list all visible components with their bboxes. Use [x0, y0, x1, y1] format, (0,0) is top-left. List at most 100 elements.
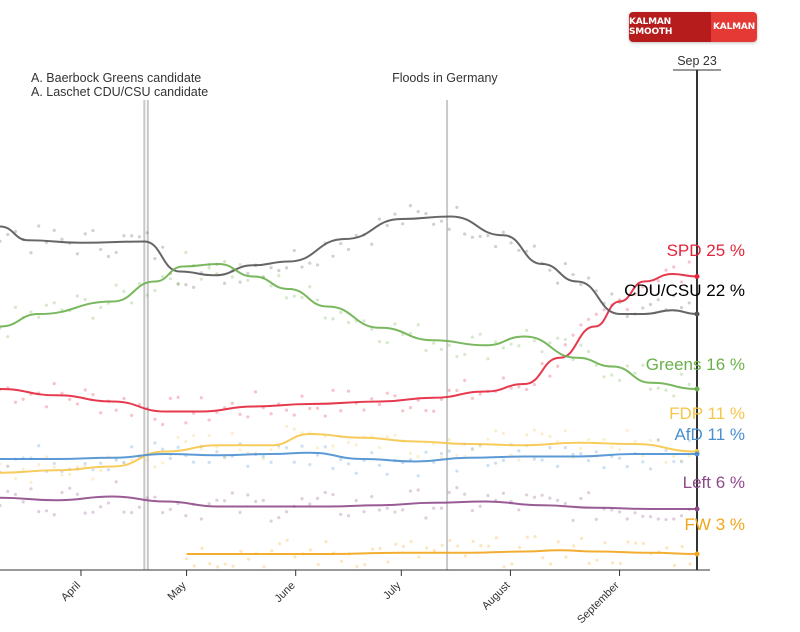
poll-dot [517, 545, 522, 550]
poll-dot [679, 305, 684, 310]
poll-dot [416, 398, 420, 402]
poll-dot [579, 343, 583, 347]
poll-dot [664, 448, 668, 452]
poll-dot [99, 411, 103, 415]
poll-dot [478, 444, 482, 448]
poll-dot [664, 268, 668, 272]
poll-dot [586, 437, 591, 442]
poll-dot [556, 281, 560, 285]
kalman-option[interactable]: KALMAN [711, 12, 757, 42]
poll-dot [541, 556, 545, 560]
poll-dot [215, 450, 219, 454]
poll-dot [52, 513, 56, 517]
poll-dot [0, 239, 2, 243]
poll-dot [556, 540, 560, 544]
poll-dot [29, 251, 33, 255]
poll-dot [656, 517, 660, 521]
poll-dot [37, 444, 41, 448]
poll-dot [610, 508, 614, 512]
poll-dot [362, 408, 366, 412]
poll-dot [532, 382, 536, 387]
series-end-dot-left [694, 506, 700, 512]
poll-dot [176, 435, 180, 439]
poll-dot [688, 562, 692, 566]
poll-dot [533, 535, 537, 539]
poll-dot [122, 234, 126, 238]
poll-dot [556, 364, 560, 368]
poll-dot [99, 305, 103, 310]
poll-dot [463, 352, 467, 357]
poll-dot [447, 437, 451, 442]
poll-dot [641, 285, 645, 289]
poll-dot [377, 463, 382, 467]
poll-dot [114, 458, 118, 462]
poll-dot [161, 245, 165, 249]
poll-dot [617, 510, 622, 514]
poll-dot [269, 266, 273, 270]
x-tick-label-june: June [272, 580, 297, 605]
poll-dot [656, 298, 660, 302]
event-label: Floods in Germany [392, 71, 498, 85]
poll-dot [424, 211, 428, 216]
poll-dot [385, 472, 389, 476]
poll-dot [230, 491, 234, 495]
poll-dot [633, 511, 637, 515]
poll-dot [75, 492, 80, 496]
poll-dot [564, 555, 568, 559]
series-line-fw [186, 549, 698, 555]
poll-dot [68, 486, 72, 490]
poll-dot [161, 447, 165, 451]
poll-dot [83, 461, 87, 466]
poll-dot [215, 445, 219, 449]
poll-dot [463, 378, 467, 382]
poll-dot [207, 502, 211, 506]
poll-dot [199, 447, 203, 451]
poll-dot [378, 546, 382, 551]
poll-dot [470, 396, 475, 400]
poll-dot [192, 460, 196, 464]
poll-dot [517, 508, 521, 512]
poll-dot [478, 332, 482, 336]
poll-dot [75, 294, 80, 298]
poll-dot [386, 560, 390, 564]
poll-dot [75, 402, 80, 406]
poll-dot [68, 472, 72, 476]
poll-dot [284, 446, 289, 450]
poll-dot [370, 397, 374, 401]
poll-dot [215, 498, 219, 502]
poll-dot [246, 493, 250, 497]
poll-dot [284, 424, 289, 429]
poll-dot [0, 503, 2, 508]
poll-dot [579, 446, 583, 451]
poll-dot [161, 511, 165, 515]
poll-dot [556, 464, 560, 468]
poll-dot [470, 335, 475, 339]
poll-dot [346, 320, 351, 325]
poll-dot [323, 445, 327, 449]
poll-dot [13, 229, 18, 234]
poll-dot [153, 495, 157, 499]
poll-dot [594, 312, 598, 316]
poll-dot [13, 400, 18, 404]
poll-dot [656, 439, 660, 443]
kalman-smooth-option[interactable]: KALMAN SMOOTH [629, 12, 711, 42]
poll-dot [494, 245, 498, 249]
series-line-cdu-csu [0, 215, 698, 315]
poll-dot [308, 285, 312, 289]
poll-dot [130, 511, 134, 515]
poll-dot [672, 265, 676, 269]
poll-dot [540, 350, 544, 354]
poll-dot [176, 282, 180, 286]
series-name-fdp: FDP [669, 404, 707, 423]
poll-dot [665, 546, 669, 550]
current-date-label: Sep 23 [677, 54, 717, 68]
poll-dot [556, 439, 560, 444]
poll-dot [517, 458, 521, 462]
smoothing-toggle[interactable]: KALMAN SMOOTH KALMAN [629, 12, 757, 42]
poll-dot [680, 545, 684, 549]
poll-dot [401, 409, 405, 413]
poll-dot [0, 462, 2, 466]
series-line-greens [0, 262, 698, 390]
poll-dot [532, 244, 536, 248]
poll-dot [377, 217, 382, 221]
